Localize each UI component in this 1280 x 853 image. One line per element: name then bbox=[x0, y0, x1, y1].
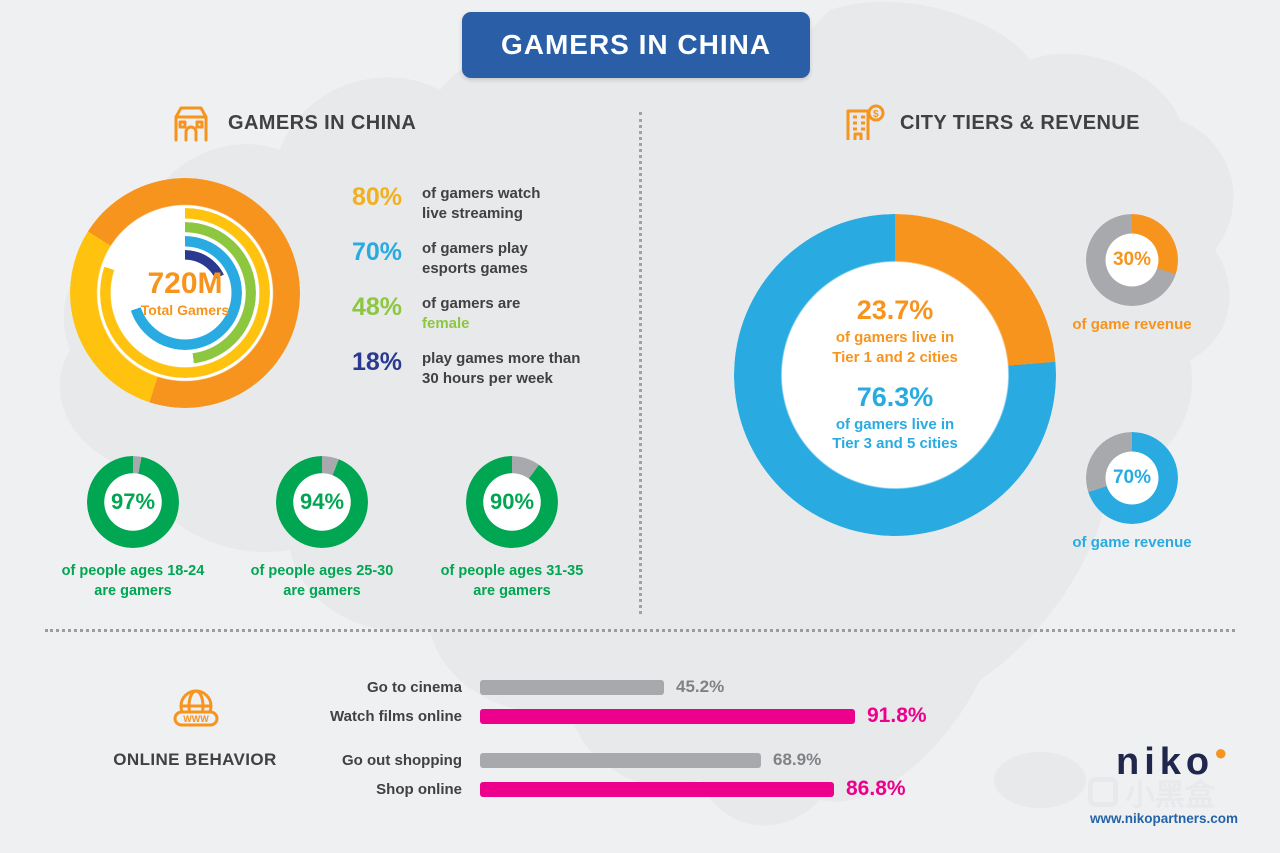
age-donut-value: 97% bbox=[110, 489, 156, 514]
age-ring bbox=[276, 456, 368, 548]
stat-line1: play games more than bbox=[422, 350, 581, 367]
bar-row-go-out-shopping: Go out shopping 68.9% bbox=[252, 749, 821, 771]
bar-label: Go out shopping bbox=[342, 751, 462, 769]
page-title-banner: GAMERS IN CHINA bbox=[462, 12, 810, 78]
revenue-label-tier12: of game revenue bbox=[1072, 316, 1192, 333]
age-ring bbox=[466, 456, 558, 548]
stat-value: 48% bbox=[352, 293, 403, 321]
stat-line1: of gamers watch bbox=[422, 185, 541, 202]
revenue-value: 30% bbox=[1112, 249, 1152, 270]
watermark-box-icon bbox=[1088, 777, 1118, 807]
watermark: 小黑盒 bbox=[1088, 770, 1215, 814]
revenue-ring bbox=[1086, 432, 1178, 524]
stat-line2: live streaming bbox=[422, 204, 523, 222]
stat-value: 18% bbox=[352, 348, 403, 376]
revenue-value: 70% bbox=[1112, 467, 1152, 488]
bar-value: 86.8% bbox=[846, 777, 906, 800]
age-donut-31-35: 90% bbox=[466, 456, 558, 548]
vertical-divider bbox=[639, 112, 642, 614]
age-label-25-30: of people ages 25-30 are gamers bbox=[250, 563, 394, 599]
revenue-donut-tier35: 70% bbox=[1086, 432, 1178, 524]
stat-line2: 30 hours per week bbox=[422, 369, 553, 387]
age-donut-value: 90% bbox=[489, 489, 535, 514]
stat-heavy-play: 18% play games more than 30 hours per wee… bbox=[352, 349, 612, 388]
total-gamers-value: 720M bbox=[147, 266, 223, 300]
bar-go-out-shopping bbox=[480, 752, 761, 768]
bar-value: 91.8% bbox=[867, 704, 927, 727]
city-tiers-donut: 23.7% of gamers live in Tier 1 and 2 citi… bbox=[734, 214, 1056, 536]
horizontal-divider bbox=[45, 629, 1235, 632]
bar-label: Go to cinema bbox=[366, 678, 462, 696]
stat-line2: esports games bbox=[422, 259, 528, 277]
city-revenue-icon: $ bbox=[846, 104, 885, 140]
website-link[interactable]: www.nikopartners.com bbox=[1090, 811, 1239, 826]
tier35-value: 76.3% bbox=[856, 382, 934, 412]
right-section-title: CITY TIERS & REVENUE bbox=[900, 111, 1140, 134]
bar-row-watch-films-online: Watch films online 91.8% bbox=[252, 704, 927, 727]
stat-esports: 70% of gamers play esports games bbox=[352, 239, 612, 278]
revenue-ring bbox=[1086, 214, 1178, 306]
stat-live-streaming: 80% of gamers watch live streaming bbox=[352, 184, 612, 223]
ring-heavy-play bbox=[142, 250, 228, 336]
niko-logo: niko● bbox=[1116, 740, 1228, 783]
arcade-building-icon bbox=[174, 106, 208, 142]
bar-go-to-cinema bbox=[480, 679, 664, 695]
age-donut-18-24: 97% bbox=[87, 456, 179, 548]
age-donut-value: 94% bbox=[299, 489, 345, 514]
tier12-value: 23.7% bbox=[856, 295, 934, 326]
age-ring bbox=[87, 456, 179, 548]
stat-value: 80% bbox=[352, 183, 403, 211]
left-section-title: GAMERS IN CHINA bbox=[228, 111, 417, 134]
age-label-31-35: of people ages 31-35 are gamers bbox=[440, 563, 584, 599]
bar-value: 45.2% bbox=[676, 677, 725, 696]
revenue-donut-tier12: 30% bbox=[1086, 214, 1178, 306]
bar-label: Shop online bbox=[376, 780, 462, 798]
stat-value: 70% bbox=[352, 238, 403, 266]
niko-logo-dot: ● bbox=[1214, 740, 1228, 765]
stat-line1: of gamers are bbox=[422, 295, 521, 312]
stat-female: 48% of gamers are female bbox=[352, 294, 612, 333]
dollar-glyph: $ bbox=[873, 109, 879, 120]
gamer-stats-list: 80% of gamers watch live streaming 70% of… bbox=[352, 184, 612, 404]
age-label-18-24: of people ages 18-24 are gamers bbox=[61, 563, 205, 599]
online-behavior-icon-wrap: WWW bbox=[170, 686, 222, 739]
online-behavior-title: ONLINE BEHAVIOR bbox=[113, 750, 277, 769]
right-section-header: $ CITY TIERS & REVENUE bbox=[840, 103, 1140, 143]
www-globe-icon: WWW bbox=[173, 689, 219, 727]
bar-value: 68.9% bbox=[773, 750, 822, 769]
bar-shop-online bbox=[480, 781, 834, 797]
bar-row-go-to-cinema: Go to cinema 45.2% bbox=[252, 676, 724, 698]
page-title: GAMERS IN CHINA bbox=[500, 29, 772, 60]
total-gamers-donut: 720M Total Gamers bbox=[70, 178, 300, 408]
bar-label: Watch films online bbox=[330, 707, 462, 725]
city-tiers-ring bbox=[734, 214, 1056, 536]
city-tiers-center: 23.7% of gamers live in Tier 1 and 2 citi… bbox=[832, 295, 958, 453]
total-gamers-center: 720M Total Gamers bbox=[70, 178, 300, 408]
left-section-header: GAMERS IN CHINA bbox=[168, 103, 416, 143]
bar-watch-films-online bbox=[480, 708, 855, 724]
stat-line2: female bbox=[422, 314, 470, 332]
total-gamers-label: Total Gamers bbox=[140, 301, 230, 318]
age-donut-25-30: 94% bbox=[276, 456, 368, 548]
www-glyph: WWW bbox=[183, 714, 209, 724]
bar-row-shop-online: Shop online 86.8% bbox=[252, 777, 906, 800]
stat-line1: of gamers play bbox=[422, 240, 528, 257]
revenue-label-tier35: of game revenue bbox=[1072, 534, 1192, 551]
